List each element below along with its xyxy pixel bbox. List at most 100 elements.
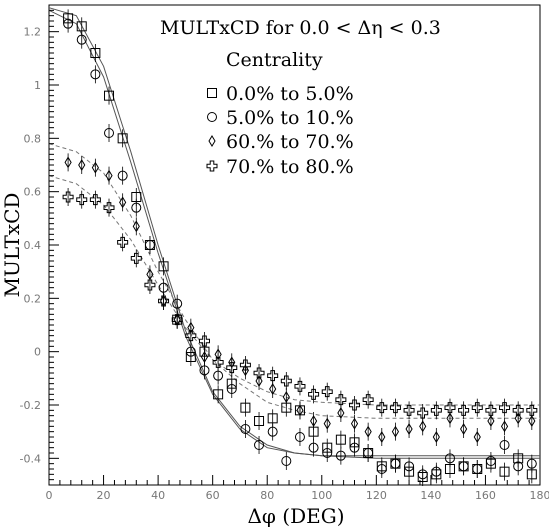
legend-marker-2: [208, 135, 216, 147]
point-s1-1: [76, 34, 87, 45]
point-s0-4: [117, 133, 128, 144]
point-s2-19: [323, 417, 331, 430]
point-s1-19: [322, 448, 333, 458]
point-s0-7: [158, 261, 169, 272]
point-s2-18: [310, 415, 318, 427]
point-s0-3: [104, 90, 115, 101]
point-s2-27: [432, 431, 440, 443]
point-s3-3: [103, 202, 115, 214]
point-s3-24: [389, 402, 401, 414]
point-s3-26: [417, 407, 429, 419]
x-tick-label-4: 80: [260, 489, 274, 502]
x-tick-label-0: 0: [46, 489, 53, 502]
point-s3-11: [212, 356, 224, 368]
point-s3-23: [376, 402, 388, 414]
point-s0-11: [213, 389, 224, 400]
point-s2-25: [405, 423, 413, 435]
point-s3-29: [458, 404, 470, 416]
point-s3-16: [280, 375, 292, 387]
point-s2-17: [296, 404, 304, 417]
point-s2-20: [337, 407, 345, 419]
point-s1-14: [254, 440, 265, 450]
point-s2-30: [473, 431, 481, 443]
point-s3-21: [349, 399, 361, 411]
fit-curve-0: [48, 7, 540, 459]
point-s3-12: [226, 362, 238, 374]
fit-curve-2: [48, 143, 540, 419]
point-s2-14: [255, 375, 263, 387]
y-tick-label-0: -0.4: [20, 452, 41, 465]
data-points: [62, 9, 538, 486]
point-s1-30: [472, 464, 483, 474]
point-s1-20: [335, 450, 346, 461]
point-s2-22: [364, 425, 372, 438]
point-s3-20: [335, 394, 347, 406]
point-s2-15: [269, 383, 277, 395]
point-s3-32: [499, 402, 511, 414]
point-s2-26: [419, 420, 427, 433]
point-s1-31: [485, 456, 496, 466]
point-s1-16: [281, 456, 292, 466]
fit-curve-3: [48, 175, 540, 406]
legend: Centrality 0.0% to 5.0% 5.0% to 10.% 60.…: [206, 49, 354, 178]
point-s3-34: [526, 404, 538, 416]
point-s2-5: [132, 220, 140, 233]
point-s1-0: [63, 18, 74, 29]
fit-curves: [48, 7, 540, 459]
point-s3-25: [403, 404, 415, 416]
y-tick-label-5: 0.6: [24, 186, 42, 199]
point-s3-18: [308, 388, 320, 400]
point-s2-4: [119, 196, 127, 209]
legend-title: Centrality: [226, 49, 323, 71]
x-tick-label-5: 100: [311, 489, 332, 502]
point-s3-31: [485, 404, 497, 416]
x-tick-label-9: 180: [530, 489, 549, 502]
y-tick-label-4: 0.4: [24, 239, 42, 252]
point-s1-2: [90, 69, 101, 80]
point-s2-28: [446, 412, 454, 425]
chart-title: MULTxCD for 0.0 < Δη < 0.3: [160, 17, 441, 39]
fit-curve-1: [48, 9, 540, 457]
point-s0-14: [254, 416, 265, 426]
point-s2-0: [64, 156, 72, 169]
y-tick-label-2: 0: [34, 346, 41, 359]
point-s2-31: [487, 415, 495, 427]
point-s1-6: [144, 240, 155, 250]
point-s3-13: [239, 359, 251, 371]
point-s0-32: [499, 466, 510, 477]
point-s1-32: [499, 440, 510, 450]
point-s2-34: [528, 415, 536, 427]
point-s2-2: [91, 161, 99, 174]
point-s3-6: [144, 279, 156, 291]
legend-marker-1: [207, 112, 217, 122]
legend-marker-0: [207, 88, 217, 98]
point-s1-23: [376, 464, 387, 474]
legend-label-3: 70.% to 80.%: [226, 156, 354, 178]
point-s2-16: [282, 391, 290, 403]
point-s2-21: [350, 417, 359, 430]
point-s3-22: [362, 394, 374, 406]
point-s0-20: [335, 434, 346, 445]
x-tick-label-2: 40: [151, 489, 165, 502]
point-s1-4: [117, 170, 128, 181]
y-tick-label-8: 1.2: [24, 26, 42, 39]
point-s0-13: [240, 402, 251, 413]
y-axis-ticks: -0.4 -0.2 0 0.2 0.4 0.6 0.8 1 1.2: [20, 4, 59, 486]
point-s1-3: [104, 128, 115, 138]
legend-markers: [206, 88, 218, 172]
point-s3-7: [158, 295, 170, 307]
point-s2-1: [78, 159, 86, 171]
point-s1-8: [172, 298, 183, 309]
x-axis-label: Δφ (DEG): [247, 504, 344, 528]
point-s3-27: [430, 404, 442, 416]
point-s1-33: [513, 461, 524, 472]
x-axis-ticks: 0 20 40 60 80 100 120 140 160 180: [46, 475, 549, 502]
y-tick-label-1: -0.2: [20, 399, 41, 412]
point-s2-23: [378, 431, 386, 443]
point-s1-27: [431, 466, 442, 477]
point-s3-5: [130, 252, 142, 264]
point-s1-24: [390, 458, 401, 469]
point-s3-28: [444, 402, 456, 414]
x-tick-label-7: 140: [420, 489, 441, 502]
